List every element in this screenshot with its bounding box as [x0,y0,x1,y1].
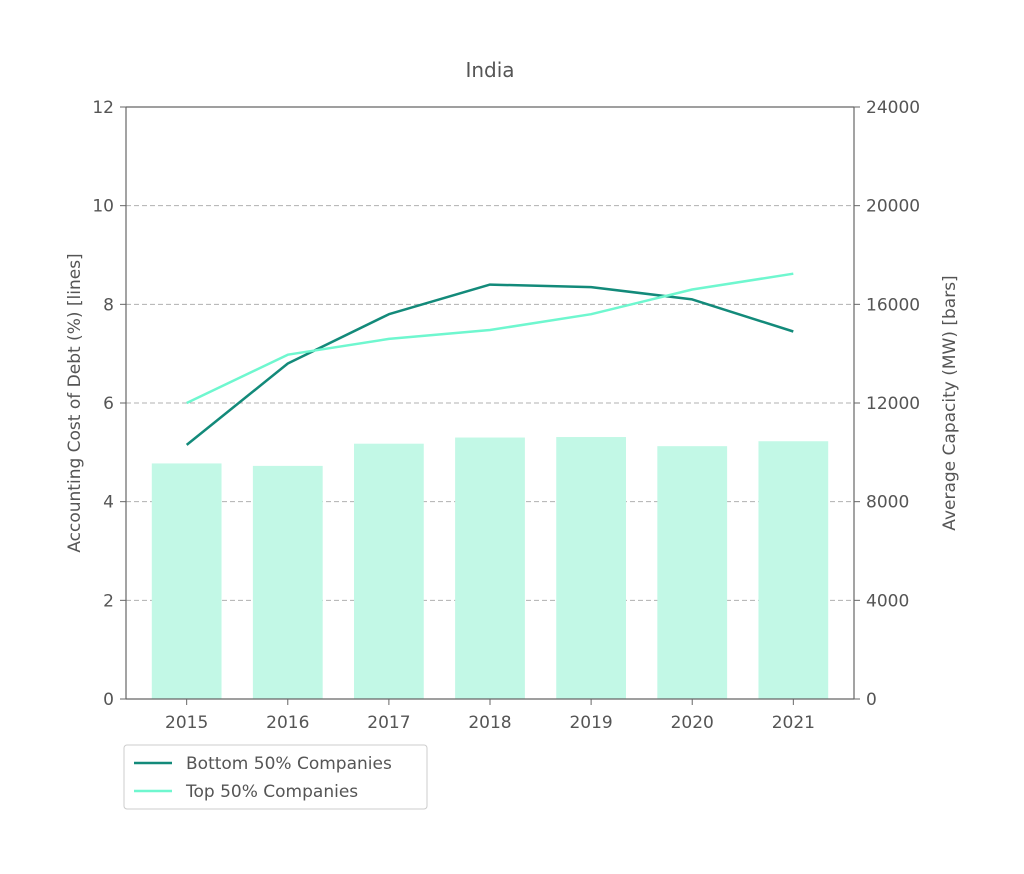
bar-2021 [758,441,829,699]
left-axis-label: Accounting Cost of Debt (%) [lines] [65,253,85,552]
left-tick-label: 8 [103,295,114,315]
left-tick-label: 4 [103,493,114,513]
left-tick-label: 10 [92,197,114,217]
right-tick-label: 8000 [866,493,909,513]
series-line-1 [186,272,794,405]
bar-2016 [252,465,323,699]
left-tick-label: 12 [92,98,114,118]
right-tick-label: 20000 [866,197,920,217]
bar-layer [151,437,829,699]
bar-2015 [151,463,222,699]
legend: Bottom 50% Companies Top 50% Companies [123,744,428,810]
line-layer [185,272,794,446]
right-tick-label: 4000 [866,591,909,611]
x-tick-label: 2015 [165,713,208,733]
legend-label-top-50: Top 50% Companies [185,782,358,802]
chart-title: India [465,58,514,82]
left-tick-label: 0 [103,690,114,710]
right-tick-label: 12000 [866,394,920,414]
x-tick-label: 2020 [671,713,714,733]
right-tick-label: 24000 [866,98,920,118]
bar-2017 [354,443,424,699]
bar-2020 [657,446,728,699]
right-tick-label: 16000 [866,295,920,315]
legend-label-bottom-50: Bottom 50% Companies [186,754,392,774]
x-tick-label: 2021 [772,713,815,733]
series-line-0 [185,283,794,446]
left-tick-label: 2 [103,591,114,611]
legend-frame [123,744,428,810]
left-tick-label: 6 [103,394,114,414]
bar-2018 [455,437,525,699]
right-axis-label: Average Capacity (MW) [bars] [940,275,960,530]
bar-2019 [556,437,626,699]
x-tick-label: 2018 [468,713,511,733]
x-tick-label: 2019 [569,713,612,733]
x-tick-label: 2016 [266,713,309,733]
x-tick-label: 2017 [367,713,410,733]
axis-layer: 0 2 4 6 8 10 12 0 4000 8000 12000 16000 20000 24000 20… [92,98,920,733]
right-tick-label: 0 [866,690,877,710]
